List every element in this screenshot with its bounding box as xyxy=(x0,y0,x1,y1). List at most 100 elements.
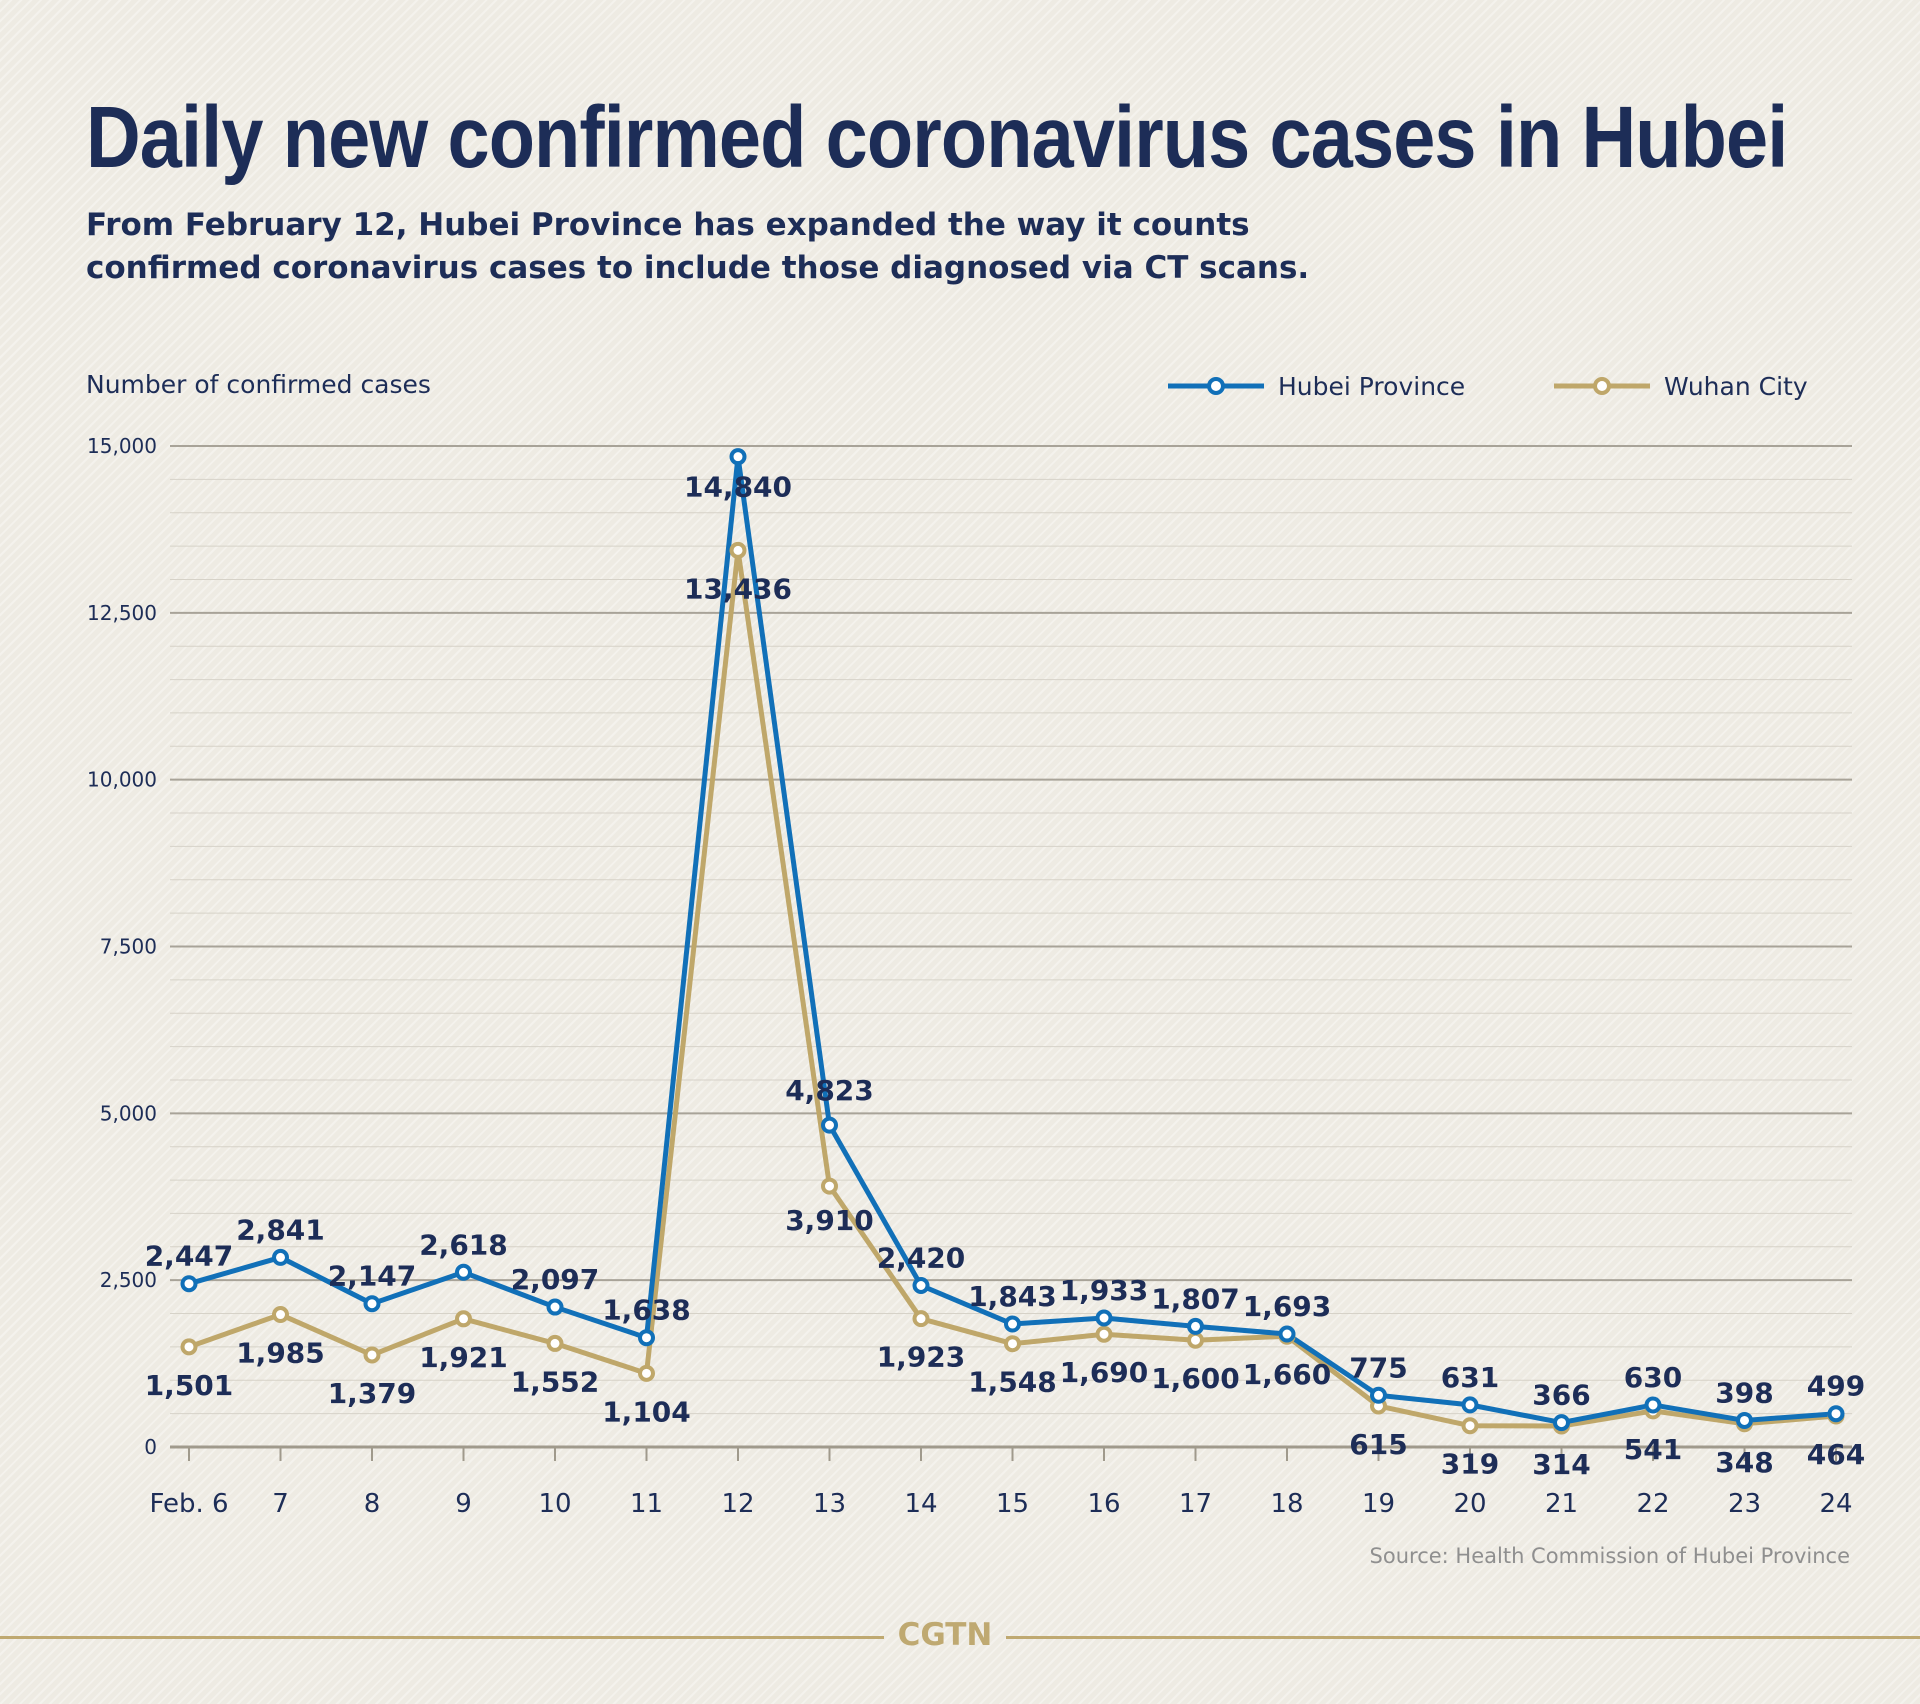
x-tick-label: 21 xyxy=(1545,1489,1578,1519)
data-label-wuhan: 1,660 xyxy=(1243,1358,1332,1391)
x-tick-label: 13 xyxy=(813,1489,846,1519)
x-tick-label: 8 xyxy=(364,1489,381,1519)
data-label-wuhan: 1,379 xyxy=(328,1377,417,1410)
data-label-hubei: 14,840 xyxy=(684,471,792,504)
x-tick-label: 17 xyxy=(1179,1489,1212,1519)
data-label-hubei: 1,843 xyxy=(968,1280,1057,1313)
data-label-hubei: 2,841 xyxy=(236,1213,325,1246)
data-label-hubei: 1,807 xyxy=(1151,1282,1240,1315)
line-chart: 0 2,500 5,000 7,500 10,000 12,500 15,000 Feb. 6… xyxy=(87,434,1865,1519)
data-point-hubei xyxy=(1644,1396,1662,1414)
data-label-hubei: 631 xyxy=(1441,1361,1499,1394)
data-point-hubei xyxy=(455,1263,472,1281)
data-point-hubei xyxy=(272,1248,289,1266)
data-label-hubei: 366 xyxy=(1532,1379,1590,1412)
x-tick-label: 20 xyxy=(1453,1489,1486,1519)
y-axis-label: Number of confirmed cases xyxy=(86,370,431,399)
y-tick-label: 2,500 xyxy=(100,1268,157,1292)
data-label-wuhan: 1,690 xyxy=(1060,1356,1149,1389)
x-tick-label: 12 xyxy=(721,1489,754,1519)
data-label-wuhan: 1,985 xyxy=(236,1337,325,1370)
data-point-wuhan xyxy=(1004,1335,1021,1353)
data-label-wuhan: 541 xyxy=(1624,1433,1682,1466)
source-note: Source: Health Commission of Hubei Provi… xyxy=(1369,1544,1850,1568)
data-point-hubei xyxy=(363,1295,381,1313)
data-label-hubei: 2,097 xyxy=(511,1263,600,1296)
data-label-hubei: 775 xyxy=(1349,1351,1407,1384)
x-tick-label: Feb. 6 xyxy=(149,1489,228,1519)
x-tick-label: 24 xyxy=(1819,1489,1852,1519)
legend-item-wuhan: Wuhan City xyxy=(1552,370,1808,402)
data-point-wuhan xyxy=(638,1364,655,1382)
data-point-wuhan xyxy=(1461,1417,1479,1435)
data-point-wuhan xyxy=(272,1306,289,1324)
data-label-hubei: 2,147 xyxy=(328,1260,417,1293)
chart-subtitle: From February 12, Hubei Province has exp… xyxy=(86,204,1486,290)
data-label-wuhan: 1,501 xyxy=(145,1369,234,1402)
data-point-hubei xyxy=(546,1298,564,1316)
data-point-wuhan xyxy=(455,1310,472,1328)
chart-title: Daily new confirmed coronavirus cases in… xyxy=(86,89,1788,186)
data-label-hubei: 499 xyxy=(1807,1370,1865,1403)
data-point-hubei xyxy=(1370,1386,1387,1404)
data-point-wuhan xyxy=(821,1177,838,1195)
y-tick-label: 12,500 xyxy=(87,601,157,625)
data-label-wuhan: 1,600 xyxy=(1151,1362,1240,1395)
data-point-wuhan xyxy=(912,1310,930,1328)
data-label-wuhan: 13,436 xyxy=(684,572,792,605)
data-point-wuhan xyxy=(363,1346,381,1364)
x-tick-label: 11 xyxy=(630,1489,663,1519)
data-point-wuhan xyxy=(180,1338,198,1356)
data-point-hubei xyxy=(638,1329,655,1347)
x-tick-label: 7 xyxy=(272,1489,289,1519)
data-label-hubei: 1,638 xyxy=(602,1294,691,1327)
data-point-hubei xyxy=(729,448,747,466)
data-label-wuhan: 3,910 xyxy=(785,1204,874,1237)
data-point-hubei xyxy=(821,1116,838,1134)
y-tick-label: 7,500 xyxy=(100,935,157,959)
data-point-hubei xyxy=(912,1277,930,1295)
data-point-hubei xyxy=(180,1275,198,1293)
data-point-hubei xyxy=(1827,1405,1845,1423)
x-tick-label: 10 xyxy=(538,1489,571,1519)
data-label-wuhan: 464 xyxy=(1807,1438,1865,1471)
x-tick-label: 16 xyxy=(1087,1489,1120,1519)
data-label-hubei: 2,420 xyxy=(877,1242,966,1275)
legend-label-hubei: Hubei Province xyxy=(1278,371,1466,401)
subtitle-line-2: confirmed coronavirus cases to include t… xyxy=(86,250,1310,286)
data-point-hubei xyxy=(1736,1411,1753,1429)
footer-divider-right xyxy=(1006,1636,1920,1639)
data-label-wuhan: 314 xyxy=(1532,1448,1590,1481)
y-tick-label: 15,000 xyxy=(87,434,157,458)
data-label-wuhan: 319 xyxy=(1441,1448,1499,1481)
data-label-wuhan: 1,923 xyxy=(877,1341,966,1374)
data-point-wuhan xyxy=(546,1334,564,1352)
data-point-wuhan xyxy=(1187,1331,1204,1349)
data-label-wuhan: 615 xyxy=(1349,1428,1407,1461)
data-point-wuhan xyxy=(729,541,747,559)
subtitle-line-1: From February 12, Hubei Province has exp… xyxy=(86,207,1250,243)
data-point-hubei xyxy=(1278,1325,1296,1343)
x-tick-label: 22 xyxy=(1636,1489,1669,1519)
x-tick-label: 15 xyxy=(996,1489,1029,1519)
series-line-hubei xyxy=(188,454,1837,1426)
data-point-hubei xyxy=(1004,1315,1021,1333)
x-tick-label: 14 xyxy=(904,1489,937,1519)
data-label-wuhan: 1,104 xyxy=(602,1395,691,1428)
data-label-hubei: 2,618 xyxy=(419,1228,508,1261)
data-label-hubei: 630 xyxy=(1624,1361,1682,1394)
data-point-hubei xyxy=(1095,1309,1113,1327)
legend-label-wuhan: Wuhan City xyxy=(1664,371,1808,401)
legend-marker-wuhan-icon xyxy=(1554,377,1650,395)
data-label-hubei: 1,693 xyxy=(1243,1290,1332,1323)
brand-logo: CGTN xyxy=(897,1617,993,1653)
data-label-wuhan: 1,548 xyxy=(968,1366,1057,1399)
data-label-hubei: 4,823 xyxy=(785,1074,874,1107)
data-point-hubei xyxy=(1187,1317,1204,1335)
data-label-wuhan: 1,552 xyxy=(511,1365,600,1398)
data-label-hubei: 1,933 xyxy=(1060,1274,1149,1307)
y-tick-label: 5,000 xyxy=(100,1101,157,1125)
y-tick-label: 10,000 xyxy=(87,768,157,792)
data-label-hubei: 2,447 xyxy=(145,1240,234,1273)
data-label-wuhan: 1,921 xyxy=(419,1341,508,1374)
